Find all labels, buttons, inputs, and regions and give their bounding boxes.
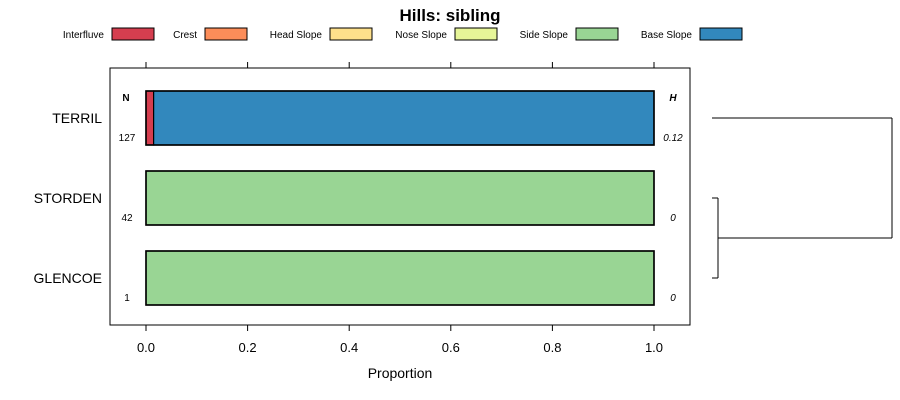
plot-frame — [109, 67, 691, 326]
h-header: H — [669, 93, 677, 104]
h-column: H 0.12 0 0 — [663, 93, 683, 304]
legend-swatch-nose-slope — [454, 27, 498, 41]
x-tick-label: 0.6 — [442, 340, 460, 355]
legend-swatch-interfluve — [111, 27, 155, 41]
legend-label-base-slope: Base Slope — [641, 30, 693, 41]
x-tick-label: 0.8 — [543, 340, 561, 355]
x-tick-label: 1.0 — [645, 340, 663, 355]
x-axis-title: Proportion — [368, 365, 433, 381]
bar-outline-storden — [145, 170, 655, 226]
legend-label-crest: Crest — [173, 30, 197, 41]
category-labels: TERRIL STORDEN GLENCOE — [34, 110, 103, 286]
n-value: 42 — [121, 213, 133, 224]
legend-label-interfluve: Interfluve — [63, 30, 105, 41]
x-tick-label: 0.4 — [340, 340, 358, 355]
legend-label-side-slope: Side Slope — [520, 30, 569, 41]
chart-title: Hills: sibling — [399, 6, 500, 25]
bar-glencoe-side-slope — [145, 250, 655, 306]
bar-terril-base-slope — [153, 90, 655, 146]
category-label-glencoe: GLENCOE — [34, 270, 102, 286]
x-axis: 0.0 0.2 0.4 0.6 0.8 1.0 — [137, 325, 663, 355]
legend-label-head-slope: Head Slope — [270, 30, 323, 41]
legend-swatch-head-slope — [329, 27, 373, 41]
legend: Interfluve Crest Head Slope Nose Slope Side … — [63, 27, 743, 41]
legend-label-nose-slope: Nose Slope — [395, 30, 447, 41]
bar-storden-side-slope — [145, 170, 655, 226]
legend-swatch-base-slope — [699, 27, 743, 41]
bar-outline-glencoe — [145, 250, 655, 306]
category-label-storden: STORDEN — [34, 190, 102, 206]
n-column: N 127 42 1 — [119, 93, 136, 304]
h-value: 0 — [670, 293, 676, 304]
legend-swatch-side-slope — [575, 27, 619, 41]
n-header: N — [122, 93, 129, 104]
legend-swatch-crest — [204, 27, 248, 41]
n-value: 1 — [124, 293, 130, 304]
bar-outline-terril — [145, 90, 655, 146]
h-value: 0 — [670, 213, 676, 224]
top-axis-ticks — [145, 62, 655, 68]
x-tick-label: 0.2 — [239, 340, 257, 355]
bar-terril-interfluve — [145, 90, 155, 146]
dendrogram — [712, 117, 893, 279]
x-tick-label: 0.0 — [137, 340, 155, 355]
h-value: 0.12 — [663, 133, 683, 144]
bars — [145, 90, 655, 306]
n-value: 127 — [119, 133, 136, 144]
category-label-terril: TERRIL — [52, 110, 102, 126]
